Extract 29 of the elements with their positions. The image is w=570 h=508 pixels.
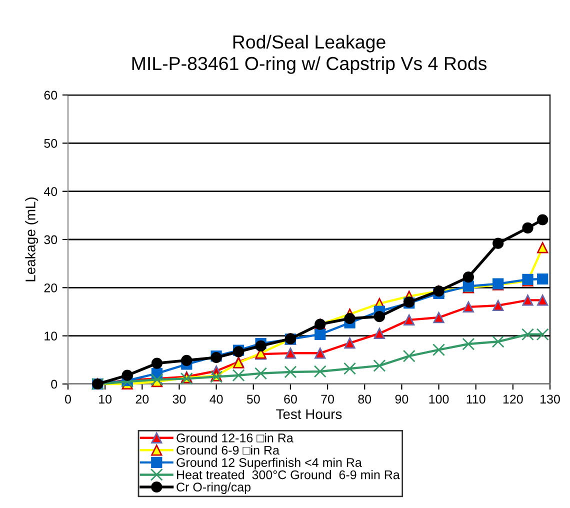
y-tick-label: 60 (44, 90, 58, 100)
y-tick-label: 10 (44, 332, 58, 340)
x-tick-label: 80 (358, 394, 372, 404)
legend-label: Ground 6-9 □in Ra (176, 445, 280, 455)
y-tick-label: 50 (44, 138, 58, 148)
y-tick-label: 0 (51, 380, 58, 389)
x-tick-label: 60 (284, 394, 297, 404)
x-tick-label: 0 (65, 394, 71, 404)
legend-label: Cr O-ring/cap (176, 482, 251, 494)
legend-label: Ground 12-16 □in Ra (176, 433, 294, 442)
y-tick-label: 40 (44, 187, 58, 196)
x-tick-label: 110 (466, 394, 486, 404)
x-tick-label: 70 (321, 394, 334, 404)
x-tick-label: 90 (395, 394, 408, 404)
legend-label: Ground 12 Superfinish <4 min Ra (176, 458, 362, 470)
x-tick-label: 40 (210, 394, 223, 404)
x-axis-title: Test Hours (276, 409, 342, 420)
x-tick-label: 50 (246, 394, 260, 404)
y-tick-label: 30 (44, 235, 58, 244)
x-tick-label: 30 (172, 394, 186, 404)
y-axis-title: Leakage (mL) (25, 198, 38, 282)
legend-label: Heat treated 300°C Ground 6-9 min Ra (177, 470, 400, 480)
x-tick-label: 20 (136, 394, 149, 404)
x-tick-label: 10 (99, 394, 112, 404)
x-tick-label: 120 (503, 394, 523, 404)
chart-title: Rod/Seal Leakage MIL-P-83461 O-ring w/ Capstrip Vs 4 Rods (132, 34, 487, 74)
y-tick-label: 20 (44, 283, 58, 292)
x-tick-label: 100 (429, 394, 449, 404)
x-tick-label: 130 (540, 394, 560, 404)
